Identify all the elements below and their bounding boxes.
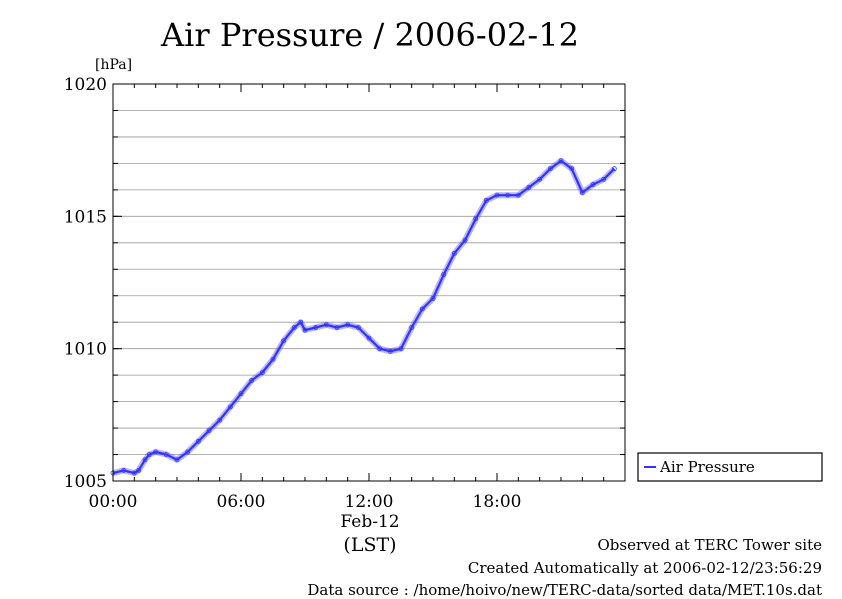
date-label: Feb-12: [340, 512, 399, 532]
footer-site: Observed at TERC Tower site: [597, 536, 822, 554]
data-point: [163, 452, 169, 457]
data-point: [227, 404, 233, 410]
data-point: [526, 184, 532, 190]
data-point: [281, 338, 287, 344]
legend-box: [637, 452, 823, 482]
x-tick-label: 06:00: [217, 492, 266, 512]
x-tick-label: 12:00: [345, 492, 394, 512]
chart-title: Air Pressure / 2006-02-12: [160, 16, 579, 54]
footer-source: Data source : /home/hoivo/new/TERC-data/…: [307, 581, 822, 599]
data-point: [249, 378, 255, 383]
data-point: [334, 325, 340, 330]
data-point: [355, 325, 361, 330]
data-point: [462, 237, 468, 243]
data-point: [494, 192, 500, 198]
data-point: [131, 470, 137, 476]
data-point: [313, 325, 319, 330]
data-point: [121, 468, 127, 473]
data-point: [185, 449, 191, 455]
data-point: [238, 391, 244, 397]
legend: Air Pressure: [637, 452, 823, 482]
data-point: [473, 216, 479, 222]
y-tick-label: 1020: [64, 75, 107, 95]
legend-entry: Air Pressure: [659, 458, 755, 476]
data-point: [451, 250, 457, 256]
data-point: [270, 356, 276, 362]
series-band: [112, 157, 617, 477]
data-point: [569, 166, 575, 172]
data-point: [579, 190, 585, 195]
x-axis-title: (LST): [343, 534, 396, 556]
data-point: [558, 158, 564, 164]
data-point: [323, 322, 329, 328]
data-point: [142, 457, 148, 463]
data-point: [195, 438, 201, 444]
data-point: [291, 325, 297, 330]
y-tick-label: 1005: [64, 472, 107, 492]
data-point: [217, 417, 223, 423]
x-tick-label: 00:00: [89, 492, 138, 512]
data-point: [537, 176, 543, 182]
data-point: [345, 322, 351, 328]
data-point: [366, 335, 372, 341]
axis-ticks: 1005 1010 1015 1020 00:00 06:00 12:00 18:00: [64, 75, 625, 512]
x-tick-label: 18:00: [473, 492, 522, 512]
data-point: [153, 449, 159, 455]
data-point: [590, 182, 596, 187]
data-point: [146, 452, 152, 457]
data-point: [441, 272, 447, 277]
y-tick-label: 1010: [64, 340, 107, 360]
data-point: [419, 306, 425, 312]
data-point: [505, 192, 511, 198]
plot-frame: [112, 83, 626, 482]
data-point: [136, 468, 142, 473]
data-point: [174, 457, 180, 463]
data-point: [430, 295, 436, 301]
data-point: [398, 346, 404, 352]
series-layer: [110, 157, 617, 477]
data-point: [515, 192, 521, 198]
y-tick-label: 1015: [64, 207, 107, 227]
footer-created: Created Automatically at 2006-02-12/23:5…: [467, 559, 822, 577]
grid-lines: [113, 110, 625, 455]
data-point: [387, 348, 393, 354]
data-point: [298, 319, 304, 325]
series-line: [112, 159, 616, 475]
data-point: [483, 198, 489, 203]
data-point: [259, 370, 265, 375]
y-unit-label: [hPa]: [95, 57, 132, 73]
data-point: [409, 325, 415, 330]
data-point: [302, 327, 308, 333]
data-point: [547, 166, 553, 172]
data-point: [377, 346, 383, 352]
data-point: [611, 166, 617, 172]
data-point: [601, 176, 607, 182]
data-point: [206, 428, 212, 434]
